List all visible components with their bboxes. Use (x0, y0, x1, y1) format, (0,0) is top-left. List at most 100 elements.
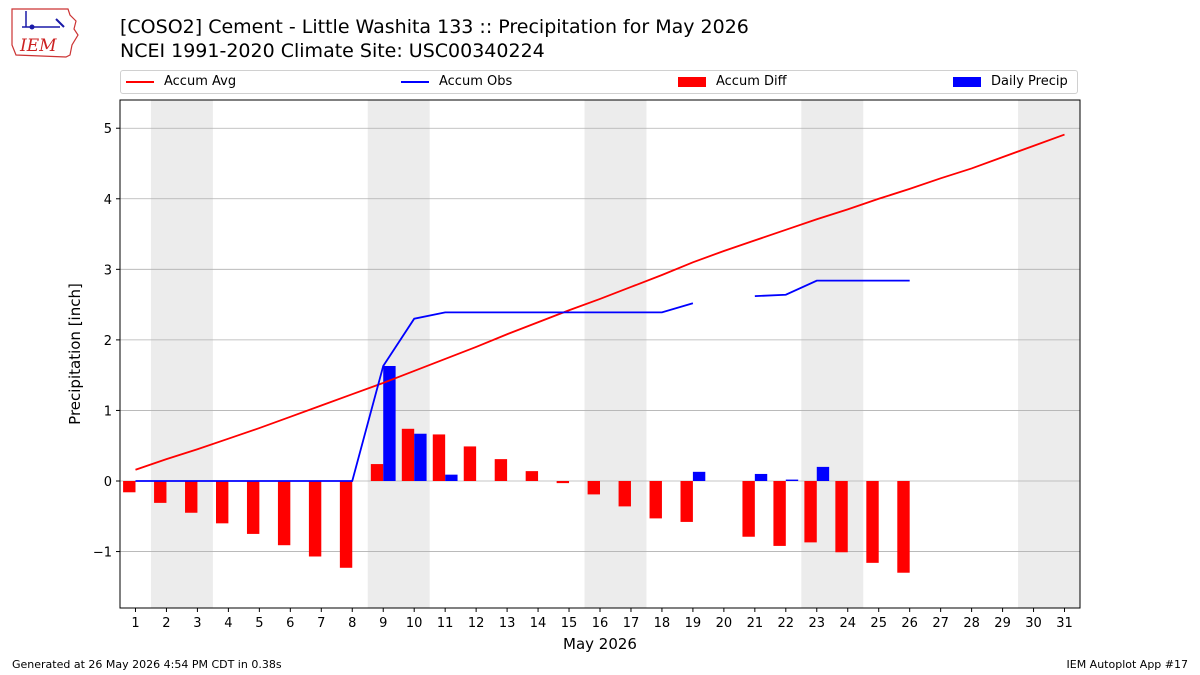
accum-diff-bar (432, 434, 446, 481)
x-tick-label: 30 (1025, 616, 1042, 631)
x-tick-label: 28 (963, 616, 980, 631)
x-tick-label: 9 (379, 616, 387, 631)
weekend-band (367, 100, 430, 608)
y-tick-label: 2 (104, 334, 112, 349)
bars (123, 365, 910, 573)
x-tick-label: 31 (1056, 616, 1073, 631)
y-tick-label: −1 (93, 546, 112, 561)
accum-diff-bar (835, 481, 848, 553)
chart-subtitle: NCEI 1991-2020 Climate Site: USC00340224 (120, 40, 545, 62)
x-tick-label: 1 (131, 616, 139, 631)
accum-diff-bar (556, 481, 570, 484)
x-tick-label: 29 (994, 616, 1011, 631)
accum-diff-bar (154, 481, 167, 503)
weekend-shading (150, 100, 1080, 608)
x-tick-label: 2 (162, 616, 170, 631)
daily-precip-bar (414, 433, 427, 481)
app-note: IEM Autoplot App #17 (1066, 658, 1189, 671)
accum-diff-bar (742, 481, 755, 537)
x-tick-label: 26 (901, 616, 918, 631)
legend-item-accum-avg: Accum Avg (126, 74, 236, 89)
weekend-band (1018, 100, 1080, 608)
iem-logo: IEM (8, 5, 80, 61)
y-tick-label: 3 (104, 263, 112, 278)
accum-obs-line (754, 279, 910, 298)
plot-frame (119, 99, 1081, 609)
x-tick-label: 19 (685, 616, 702, 631)
legend-item-accum-diff: Accum Diff (678, 74, 787, 89)
x-tick-label: 27 (932, 616, 949, 631)
daily-precip-bar (692, 471, 706, 481)
x-tick-label: 25 (870, 616, 887, 631)
daily-precip-bar (816, 466, 830, 481)
lines (135, 133, 1065, 482)
x-tick-label: 5 (255, 616, 263, 631)
x-tick-label: 24 (839, 616, 856, 631)
accum-diff-bar (649, 481, 662, 519)
accum-diff-bar (773, 481, 786, 546)
accum-diff-bar (370, 464, 384, 481)
y-tick-label: 4 (104, 193, 112, 208)
x-tick-label: 7 (317, 616, 325, 631)
accum-diff-bar (463, 446, 477, 481)
y-tick-label: 0 (104, 475, 112, 490)
accum-diff-bar (277, 481, 291, 546)
accum-diff-bar (308, 481, 322, 557)
x-tick-label: 12 (468, 616, 485, 631)
x-tick-label: 8 (348, 616, 356, 631)
accum-obs-line (135, 302, 694, 482)
accum-diff-bar (246, 481, 260, 534)
legend-swatch (401, 80, 429, 83)
legend-item-accum-obs: Accum Obs (401, 74, 512, 89)
x-tick-label: 20 (716, 616, 733, 631)
generated-note: Generated at 26 May 2026 4:54 PM CDT in … (12, 658, 282, 671)
iowa-map-icon: IEM (11, 8, 79, 58)
svg-text:IEM: IEM (19, 36, 57, 56)
x-tick-label: 21 (747, 616, 764, 631)
accum-avg-line (135, 133, 1065, 471)
x-tick-label: 15 (561, 616, 578, 631)
legend-label: Accum Diff (716, 74, 787, 89)
x-tick-label: 11 (437, 616, 454, 631)
legend-item-daily-precip: Daily Precip (953, 74, 1068, 89)
x-tick-label: 10 (406, 616, 423, 631)
x-tick-label: 23 (809, 616, 826, 631)
legend-label: Accum Avg (164, 74, 237, 89)
daily-precip-bar (754, 473, 768, 481)
x-axis-label: May 2026 (563, 635, 637, 653)
accum-diff-bar (680, 481, 693, 522)
weekend-band (584, 100, 647, 608)
x-tick-label: 6 (286, 616, 294, 631)
legend-swatch (678, 76, 706, 87)
accum-diff-bar (897, 481, 910, 573)
chart-legend: Accum Avg Accum Obs Accum Diff Daily Pre… (120, 70, 1078, 94)
x-tick-label: 16 (592, 616, 609, 631)
accum-diff-bar (123, 481, 136, 493)
y-axis-label: Precipitation [inch] (66, 283, 84, 425)
accum-diff-bar (587, 481, 600, 495)
y-tick-label: 5 (104, 122, 112, 137)
x-tick-label: 18 (654, 616, 671, 631)
legend-swatch (953, 76, 981, 87)
x-tick-label: 22 (778, 616, 795, 631)
accum-diff-bar (185, 481, 198, 513)
legend-label: Accum Obs (439, 74, 513, 89)
accum-diff-bar (525, 471, 539, 481)
accum-diff-bar (618, 481, 631, 507)
chart-title: [COSO2] Cement - Little Washita 133 :: P… (120, 16, 749, 38)
accum-diff-bar (216, 481, 229, 524)
accum-diff-bar (866, 481, 879, 563)
accum-diff-bar (494, 459, 508, 481)
legend-swatch (126, 80, 154, 83)
x-tick-label: 4 (224, 616, 232, 631)
legend-label: Daily Precip (991, 74, 1068, 89)
y-tick-label: 1 (104, 404, 112, 419)
x-tick-label: 14 (530, 616, 547, 631)
x-tick-label: 17 (623, 616, 640, 631)
x-tick-label: 3 (193, 616, 201, 631)
accum-diff-bar (401, 428, 415, 481)
daily-precip-bar (445, 474, 458, 481)
accum-diff-bar (804, 481, 817, 543)
